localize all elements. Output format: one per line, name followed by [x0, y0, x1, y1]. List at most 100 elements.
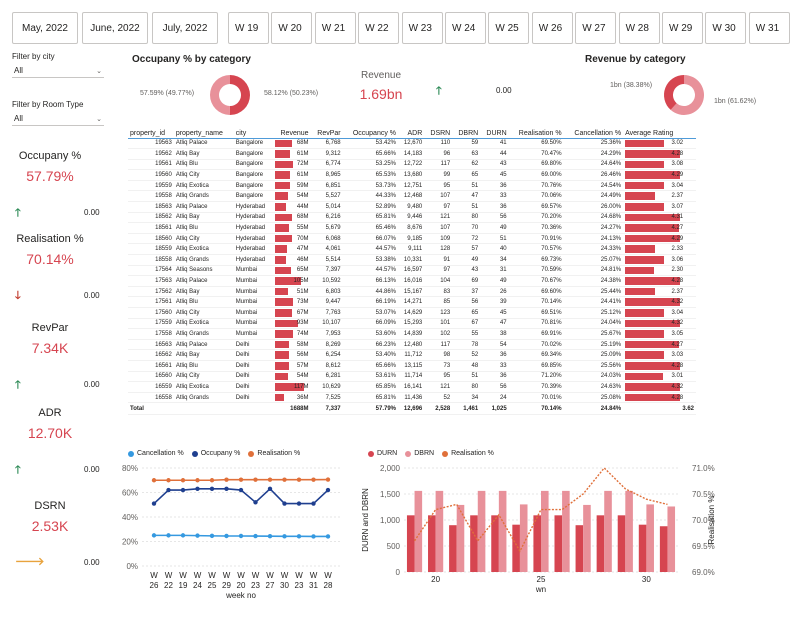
property-table[interactable]: property_id property_name city Revenue RevPa… [128, 122, 696, 416]
week-button[interactable]: W 28 [618, 12, 660, 44]
table-row[interactable]: 17559 Atliq Exotica Mumbai 93M 10,107 66.09% 1… [128, 318, 696, 330]
city-dropdown[interactable]: All ⌄ [12, 64, 104, 78]
table-row[interactable]: 19562 Atliq Bay Bangalore 61M 9,312 65.66% 14,… [128, 148, 696, 160]
table-row[interactable]: 17564 Atliq Seasons Mumbai 65M 7,397 44.57% 16… [128, 265, 696, 277]
weekly-line-chart[interactable]: 0%20%40%60%80%W26W22W19W24W25W29W20W23W2… [112, 460, 350, 600]
dbrn-bar[interactable] [456, 504, 465, 572]
dbrn-bar[interactable] [435, 490, 444, 572]
legend-item[interactable]: Occupany % [191, 450, 240, 457]
data-point[interactable] [151, 478, 157, 483]
week-button[interactable]: W 31 [748, 12, 790, 44]
data-point[interactable] [166, 487, 171, 493]
table-row[interactable]: 17560 Atliq City Mumbai 67M 7,763 53.07% 14,62… [128, 307, 696, 319]
table-row[interactable]: 19558 Atliq Grands Bangalore 54M 5,527 44.33%… [128, 190, 696, 203]
data-point[interactable] [311, 534, 316, 539]
table-row[interactable]: 19561 Atliq Blu Bangalore 72M 6,774 53.25% 12,… [128, 159, 696, 171]
table-row[interactable]: 18561 Atliq Blu Hyderabad 55M 5,679 65.46% 8,6… [128, 222, 696, 234]
table-row[interactable]: 19563 Atliq Palace Bangalore 68M 6,768 53.42%… [128, 138, 696, 150]
data-point[interactable] [180, 478, 186, 483]
table-row[interactable]: 17563 Atliq Palace Mumbai 105M 10,592 66.13% 1… [128, 275, 696, 287]
data-point[interactable] [282, 477, 287, 482]
revenue-donut[interactable] [660, 72, 708, 120]
column-header[interactable]: RevPar [310, 122, 343, 139]
table-row[interactable]: 18563 Atliq Palace Hyderabad 44M 5,014 52.89%… [128, 201, 696, 213]
table-row[interactable]: 19560 Atliq City Bangalore 61M 8,965 65.53% 13… [128, 169, 696, 181]
legend-item[interactable]: Realisation % [442, 450, 494, 457]
donut-slice[interactable] [670, 75, 704, 115]
durn-bar[interactable] [554, 515, 563, 572]
dbrn-bar[interactable] [541, 490, 549, 572]
table-row[interactable]: 16560 Atliq City Delhi 54M 6,281 53.61% 11,714… [128, 371, 696, 383]
data-point[interactable] [166, 533, 171, 538]
dbrn-bar[interactable] [477, 490, 486, 572]
data-point[interactable] [325, 477, 331, 482]
durn-bar[interactable] [617, 515, 626, 572]
legend-item[interactable]: Realisation % [248, 450, 300, 457]
week-button[interactable]: W 26 [531, 12, 573, 44]
week-button[interactable]: W 24 [445, 12, 486, 44]
data-point[interactable] [282, 534, 287, 539]
week-button[interactable]: W 19 [228, 12, 269, 44]
data-point[interactable] [224, 533, 229, 539]
dbrn-bar[interactable] [604, 490, 612, 572]
durn-bar[interactable] [575, 525, 584, 572]
durn-bar[interactable] [491, 515, 499, 572]
data-point[interactable] [282, 501, 287, 506]
data-point[interactable] [209, 533, 215, 539]
data-point[interactable] [209, 486, 215, 492]
legend-item[interactable]: DURN [368, 450, 397, 457]
data-point[interactable] [195, 486, 200, 492]
week-button[interactable]: W 20 [271, 12, 313, 44]
data-point[interactable] [224, 486, 229, 492]
data-point[interactable] [296, 534, 302, 539]
data-point[interactable] [180, 533, 186, 538]
donut-slice[interactable] [209, 75, 230, 115]
donut-slice[interactable] [664, 75, 684, 110]
room-type-dropdown[interactable]: All ⌄ [12, 112, 104, 126]
month-button[interactable]: May, 2022 [12, 12, 78, 44]
table-row[interactable]: 16559 Atliq Exotica Delhi 117M 10,629 65.85% 1… [128, 381, 696, 393]
durn-bar[interactable] [596, 515, 605, 572]
data-point[interactable] [238, 487, 244, 493]
dbrn-bar[interactable] [562, 490, 570, 572]
week-button[interactable]: W 21 [314, 12, 356, 44]
week-button[interactable]: W 29 [662, 12, 703, 44]
durn-bar[interactable] [533, 515, 541, 572]
data-point[interactable] [311, 477, 316, 482]
column-header[interactable]: Revenue [272, 122, 311, 139]
data-point[interactable] [151, 533, 157, 538]
column-header[interactable]: Average Rating [623, 122, 696, 139]
data-point[interactable] [195, 478, 200, 483]
table-row[interactable]: 16563 Atliq Palace Delhi 58M 8,269 66.23% 12,4… [128, 339, 696, 351]
table-row[interactable]: 16558 Atliq Grands Delhi 36M 7,525 65.81% 11,4… [128, 392, 696, 404]
data-point[interactable] [224, 477, 229, 482]
table-row[interactable]: 18560 Atliq City Hyderabad 70M 6,068 66.07% 9,… [128, 233, 696, 245]
column-header[interactable]: DURN [480, 122, 509, 139]
dbrn-bar[interactable] [498, 490, 507, 572]
dbrn-bar[interactable] [646, 504, 654, 572]
table-row[interactable]: 18558 Atliq Grands Hyderabad 46M 5,514 53.38%… [128, 254, 696, 266]
weekly-room-nights-chart[interactable]: 0 500 1,000 1,500 2,000 69.0% 69.5% 70.0% 70.5% 7… [360, 460, 720, 600]
table-row[interactable]: 17562 Atliq Bay Mumbai 51M 6,803 44.86% 15,167… [128, 286, 696, 298]
dbrn-bar[interactable] [519, 504, 528, 572]
table-row[interactable]: 17558 Atliq Grands Mumbai 74M 7,953 53.60% 14,… [128, 328, 696, 340]
column-header[interactable]: Realisation % [508, 122, 564, 139]
donut-slice[interactable] [229, 75, 250, 115]
durn-bar[interactable] [512, 524, 520, 572]
data-point[interactable] [325, 534, 331, 539]
week-button[interactable]: W 27 [575, 12, 617, 44]
column-header[interactable]: DSRN [424, 122, 453, 139]
column-header[interactable]: Cancellation % [563, 122, 624, 139]
legend-item[interactable]: Cancellation % [128, 450, 184, 457]
dbrn-bar[interactable] [667, 506, 676, 572]
durn-bar[interactable] [428, 515, 436, 572]
column-header[interactable]: city [233, 122, 273, 139]
table-row[interactable]: 16561 Atliq Blu Delhi 57M 8,612 65.66% 13,115 7… [128, 360, 696, 372]
data-point[interactable] [180, 487, 186, 493]
data-point[interactable] [296, 501, 302, 506]
data-point[interactable] [325, 487, 331, 493]
data-point[interactable] [195, 533, 200, 538]
data-point[interactable] [267, 477, 273, 482]
data-point[interactable] [238, 533, 244, 539]
durn-bar[interactable] [638, 524, 647, 572]
